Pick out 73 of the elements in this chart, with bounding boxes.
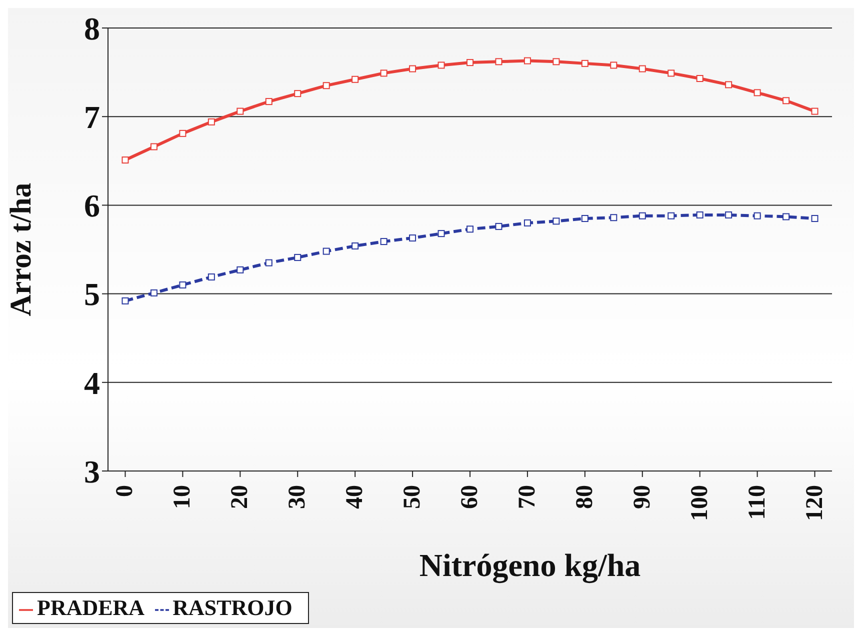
point xyxy=(638,212,646,220)
point xyxy=(208,273,215,280)
point xyxy=(754,89,761,96)
point xyxy=(438,62,445,69)
point xyxy=(380,70,388,77)
point xyxy=(610,62,618,69)
point xyxy=(122,297,129,304)
point xyxy=(725,211,732,218)
point xyxy=(524,219,531,226)
point xyxy=(466,59,474,66)
point xyxy=(150,289,158,296)
y-tick-label: 7 xyxy=(84,98,100,135)
point xyxy=(236,266,244,274)
point xyxy=(208,118,215,126)
point xyxy=(552,218,560,225)
point xyxy=(495,58,502,66)
point xyxy=(495,222,502,230)
point xyxy=(581,60,588,67)
legend-label: RASTROJO xyxy=(172,595,292,620)
x-axis-title: Nitrógeno kg/ha xyxy=(419,547,641,584)
point xyxy=(696,211,704,218)
point xyxy=(696,75,704,82)
x-tick-label: 50 xyxy=(400,485,426,509)
point xyxy=(352,242,359,250)
point xyxy=(581,214,588,222)
legend-label: PRADERA xyxy=(37,595,145,620)
point xyxy=(552,58,560,66)
x-tick-label: 10 xyxy=(170,485,196,509)
point xyxy=(322,82,330,90)
point xyxy=(438,230,445,238)
point xyxy=(179,281,186,288)
y-tick-label: 6 xyxy=(84,188,100,224)
x-tick-label: 20 xyxy=(227,485,254,509)
point xyxy=(265,259,272,266)
y-tick-label: 4 xyxy=(84,364,100,401)
x-tick-label: 30 xyxy=(284,485,311,509)
point xyxy=(668,212,675,220)
point xyxy=(811,108,818,115)
y-tick-label: 5 xyxy=(84,276,100,312)
x-tick-label: 80 xyxy=(572,485,598,509)
point xyxy=(668,70,675,77)
x-tick-label: 60 xyxy=(457,485,483,509)
point xyxy=(322,248,330,255)
point xyxy=(265,98,272,106)
x-tick-label: 100 xyxy=(686,485,713,521)
x-tick-label: 40 xyxy=(342,485,368,509)
point xyxy=(352,76,359,83)
point xyxy=(236,108,244,115)
point xyxy=(294,254,302,261)
point xyxy=(409,234,416,242)
point xyxy=(725,81,732,88)
point xyxy=(754,212,761,220)
point xyxy=(782,97,790,104)
x-tick-label: 120 xyxy=(802,485,828,521)
point xyxy=(466,226,474,233)
y-tick-label: 8 xyxy=(84,10,100,46)
point xyxy=(409,65,416,72)
point xyxy=(122,156,129,164)
x-tick-label: 70 xyxy=(514,485,540,509)
point xyxy=(811,214,818,222)
y-tick-label: 3 xyxy=(84,453,100,490)
x-tick-label: 90 xyxy=(629,485,656,509)
point xyxy=(782,213,790,220)
point xyxy=(294,90,302,98)
point xyxy=(179,130,186,137)
point xyxy=(610,214,618,222)
point xyxy=(150,143,158,150)
point xyxy=(638,65,646,72)
y-axis-title: Arroz t/ha xyxy=(4,182,38,316)
point xyxy=(380,238,388,246)
point xyxy=(524,57,531,64)
x-tick-label: 0 xyxy=(112,485,138,497)
x-tick-label: 110 xyxy=(744,485,770,520)
